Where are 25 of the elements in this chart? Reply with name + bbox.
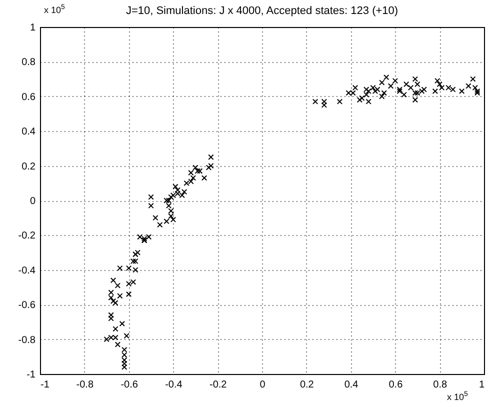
y-tick-label: -0.4	[18, 265, 36, 276]
x-tick-label: 1	[478, 380, 485, 390]
y-tick-label: 0.4	[22, 126, 36, 138]
y-tick-label: 0.2	[22, 161, 36, 172]
text: x 10$^{5}$	[447, 391, 468, 402]
x-tick-label: -0.8	[76, 380, 94, 390]
x-tick-label: -0.2	[209, 380, 228, 390]
x-tick-label: 0.6	[388, 380, 404, 390]
x-tick-label: 0	[260, 380, 266, 390]
y-tick-label: -0.6	[18, 300, 36, 312]
x-tick-label: 0.2	[300, 380, 314, 390]
x-tick-label: 0.4	[344, 380, 359, 390]
y-tick-label: 1	[30, 22, 36, 34]
y-tick-label: 0	[30, 196, 36, 207]
x-tick-label: -0.6	[120, 380, 138, 390]
text: x 10$^{5}$	[44, 4, 65, 15]
y-tick-label: -0.8	[18, 334, 36, 346]
chart-title: J=10, Simulations: J x 4000, Accepted states: 123 (+10)	[126, 5, 398, 17]
y-tick-label: -0.2	[18, 230, 36, 242]
x-tick-label: -1	[40, 380, 50, 390]
y-tick-label: 0.6	[22, 92, 36, 103]
y-tick-label: -1	[26, 370, 36, 380]
x-tick-label: -0.4	[165, 380, 183, 390]
x-tick-label: 0.8	[433, 380, 448, 390]
y-tick-label: 0.8	[22, 57, 36, 68]
